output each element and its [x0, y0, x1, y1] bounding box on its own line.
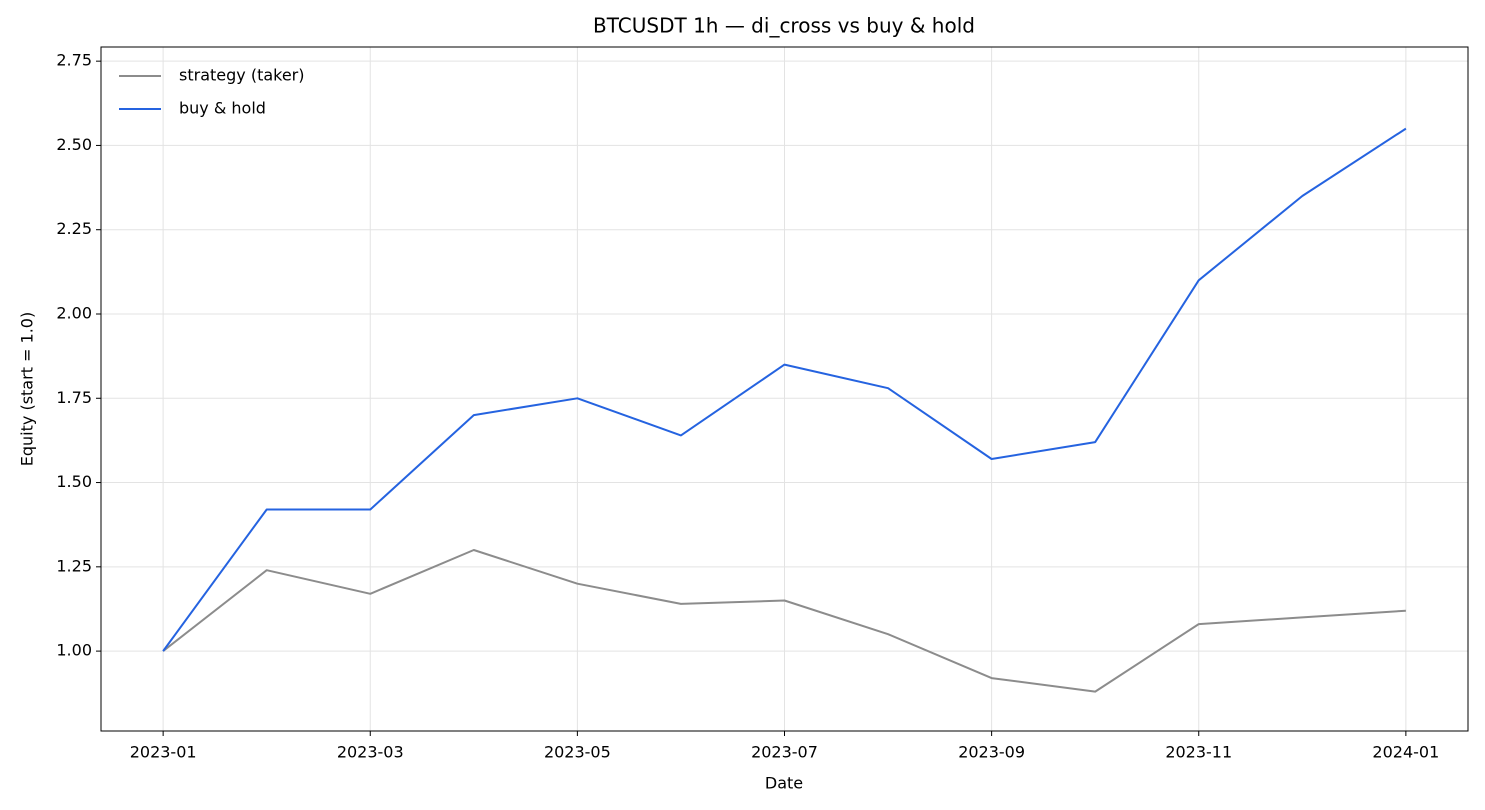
series-line [162, 549, 1406, 693]
x-tick-label: 2023-01 [130, 743, 197, 762]
y-tick-label: 1.25 [56, 556, 92, 575]
legend-label: strategy (taker) [179, 66, 305, 85]
x-tick-label: 2023-09 [958, 743, 1025, 762]
y-tick-label: 2.50 [56, 135, 92, 154]
x-tick-label: 2023-11 [1165, 743, 1232, 762]
x-tick-label: 2023-05 [544, 743, 611, 762]
legend-label: buy & hold [179, 99, 266, 118]
x-tick-label: 2023-07 [751, 743, 818, 762]
y-tick-label: 2.00 [56, 303, 92, 322]
x-axis-label: Date [765, 774, 803, 793]
x-tick-label: 2024-01 [1372, 743, 1439, 762]
x-tick-label: 2023-03 [337, 743, 404, 762]
plot-frame [100, 46, 1469, 732]
y-tick-label: 1.75 [56, 388, 92, 407]
y-axis-label: Equity (start = 1.0) [18, 312, 37, 466]
y-tick-label: 1.00 [56, 641, 92, 660]
y-tick-label: 1.50 [56, 472, 92, 491]
chart-title: BTCUSDT 1h — di_cross vs buy & hold [593, 14, 975, 38]
y-tick-label: 2.75 [56, 51, 92, 70]
y-tick-label: 2.25 [56, 219, 92, 238]
series-line [162, 127, 1407, 652]
